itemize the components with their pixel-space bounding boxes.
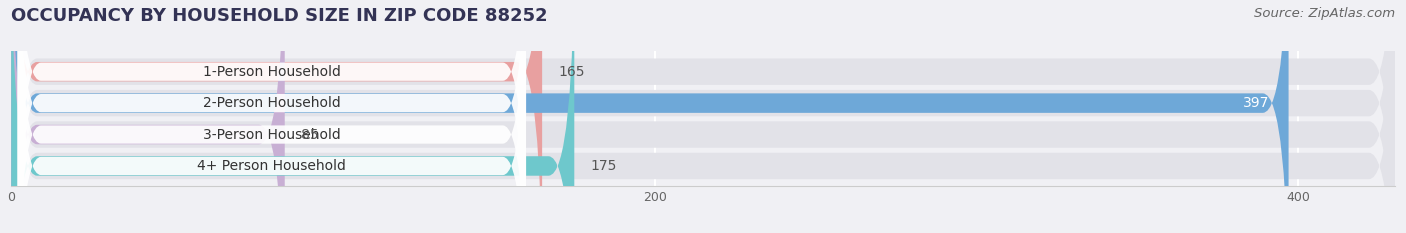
FancyBboxPatch shape [11,0,1395,233]
FancyBboxPatch shape [18,0,526,233]
Text: 1-Person Household: 1-Person Household [202,65,340,79]
FancyBboxPatch shape [11,0,543,233]
Text: 2-Person Household: 2-Person Household [202,96,340,110]
Text: OCCUPANCY BY HOUSEHOLD SIZE IN ZIP CODE 88252: OCCUPANCY BY HOUSEHOLD SIZE IN ZIP CODE … [11,7,548,25]
FancyBboxPatch shape [11,0,574,233]
FancyBboxPatch shape [18,0,526,233]
FancyBboxPatch shape [11,0,1288,233]
Text: 3-Person Household: 3-Person Household [202,127,340,141]
Text: 85: 85 [301,127,318,141]
FancyBboxPatch shape [18,0,526,233]
FancyBboxPatch shape [18,0,526,233]
FancyBboxPatch shape [11,0,285,233]
FancyBboxPatch shape [11,0,1395,233]
Text: Source: ZipAtlas.com: Source: ZipAtlas.com [1254,7,1395,20]
Text: 165: 165 [558,65,585,79]
FancyBboxPatch shape [11,0,1395,233]
Text: 397: 397 [1243,96,1270,110]
Text: 4+ Person Household: 4+ Person Household [197,159,346,173]
FancyBboxPatch shape [11,0,1395,233]
Text: 175: 175 [591,159,617,173]
